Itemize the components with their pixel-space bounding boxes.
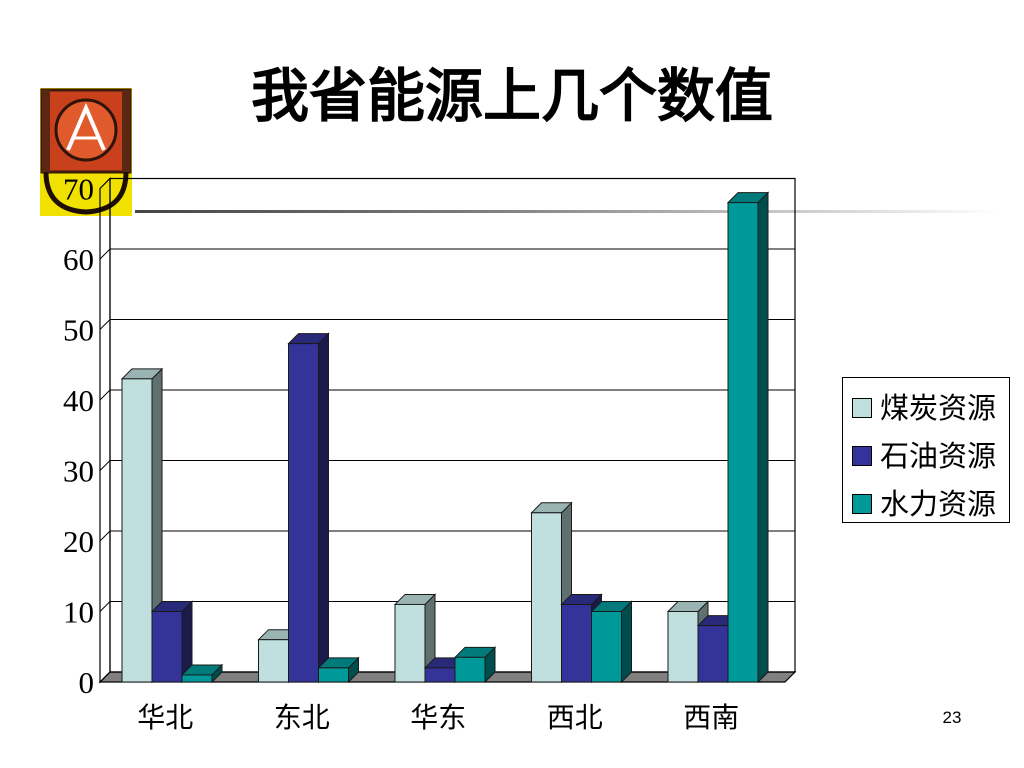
legend-item-series-2: 石油资源 xyxy=(852,436,1008,476)
bar-s0-c2-front xyxy=(394,603,426,683)
bar-s2-c0-front xyxy=(181,674,213,683)
bar-s2-c3-front xyxy=(591,611,622,683)
bar-s2-c4 xyxy=(726,191,770,684)
gridline-left xyxy=(99,319,111,330)
bar-s2-c1 xyxy=(317,656,360,684)
y-tick-label: 0 xyxy=(79,665,95,700)
slide-title: 我省能源上几个数值 xyxy=(250,62,773,130)
y-axis-tick-labels: 0 10 20 30 40 50 60 70 xyxy=(63,172,94,701)
bar-s2-c2 xyxy=(453,646,497,684)
title-underline-rule xyxy=(135,210,1000,213)
bar-s2-c4-front xyxy=(727,202,759,683)
bar-s1-c1-front xyxy=(288,343,319,683)
legend-swatch xyxy=(852,398,872,418)
y-tick-label: 20 xyxy=(63,524,94,559)
bar-s1-c0-front xyxy=(151,611,183,683)
bar-s1-c1-side xyxy=(318,332,329,684)
logo-shield-arch xyxy=(43,171,129,215)
x-category-label: 东北 xyxy=(274,701,330,734)
y-tick-label: 10 xyxy=(63,595,94,630)
bar-s2-c3 xyxy=(590,600,633,684)
y-tick-label: 30 xyxy=(63,454,94,489)
logo-left-stripe xyxy=(42,90,50,172)
plot-back-wall xyxy=(109,177,796,673)
logo-right-stripe xyxy=(122,90,130,172)
legend-item-series-3: 水力资源 xyxy=(852,484,1008,522)
logo-emblem-triangle xyxy=(66,102,106,151)
bar-s1-c2-front xyxy=(424,667,456,683)
gridline-left xyxy=(99,248,111,260)
x-category-label: 华北 xyxy=(137,701,193,734)
bar-s0-c2 xyxy=(393,593,437,684)
page-number: 23 xyxy=(942,708,962,727)
gridline-left xyxy=(99,530,111,542)
gridline-left xyxy=(99,601,111,612)
gridline-left xyxy=(99,460,111,471)
x-axis-category-labels: 华北 东北 华东 西北 西南 xyxy=(137,701,739,734)
x-category-label: 华东 xyxy=(410,701,466,734)
y-tick-label: 40 xyxy=(63,383,94,418)
bar-s1-c0 xyxy=(150,600,194,684)
chart-legend: 煤炭资源 石油资源 水力资源 xyxy=(842,377,1010,523)
bar-s1-c3-front xyxy=(561,603,592,683)
bar-s0-c0 xyxy=(120,367,164,684)
bar-s0-c3-front xyxy=(531,512,562,683)
bar-s2-c2-front xyxy=(454,656,486,683)
bar-s2-c3-side xyxy=(621,600,632,684)
x-category-label: 西北 xyxy=(547,701,603,734)
bar-s2-c4-side xyxy=(757,191,769,684)
bar-s0-c0-front xyxy=(121,378,153,683)
bar-s0-c1-front xyxy=(258,639,289,683)
gridlines xyxy=(99,248,795,612)
legend-label: 石油资源 xyxy=(880,439,997,473)
gridline-left xyxy=(99,389,111,401)
legend-label: 煤炭资源 xyxy=(880,391,997,425)
y-tick-label: 50 xyxy=(63,313,94,348)
x-category-label: 西南 xyxy=(683,701,739,734)
y-tick-label: 70 xyxy=(63,172,94,207)
legend-swatch xyxy=(852,494,872,514)
legend-item-series-1: 煤炭资源 xyxy=(852,388,1008,428)
bar-s1-c4-front xyxy=(697,625,729,683)
bar-s2-c0 xyxy=(180,663,224,684)
bars xyxy=(120,191,770,684)
y-tick-label: 60 xyxy=(63,242,94,277)
bar-s2-c1-front xyxy=(318,667,349,683)
legend-label: 水力资源 xyxy=(880,487,997,521)
legend-swatch xyxy=(852,446,872,466)
bar-s1-c1 xyxy=(287,332,330,684)
logo xyxy=(40,88,132,216)
bar-s0-c4-front xyxy=(667,611,699,683)
